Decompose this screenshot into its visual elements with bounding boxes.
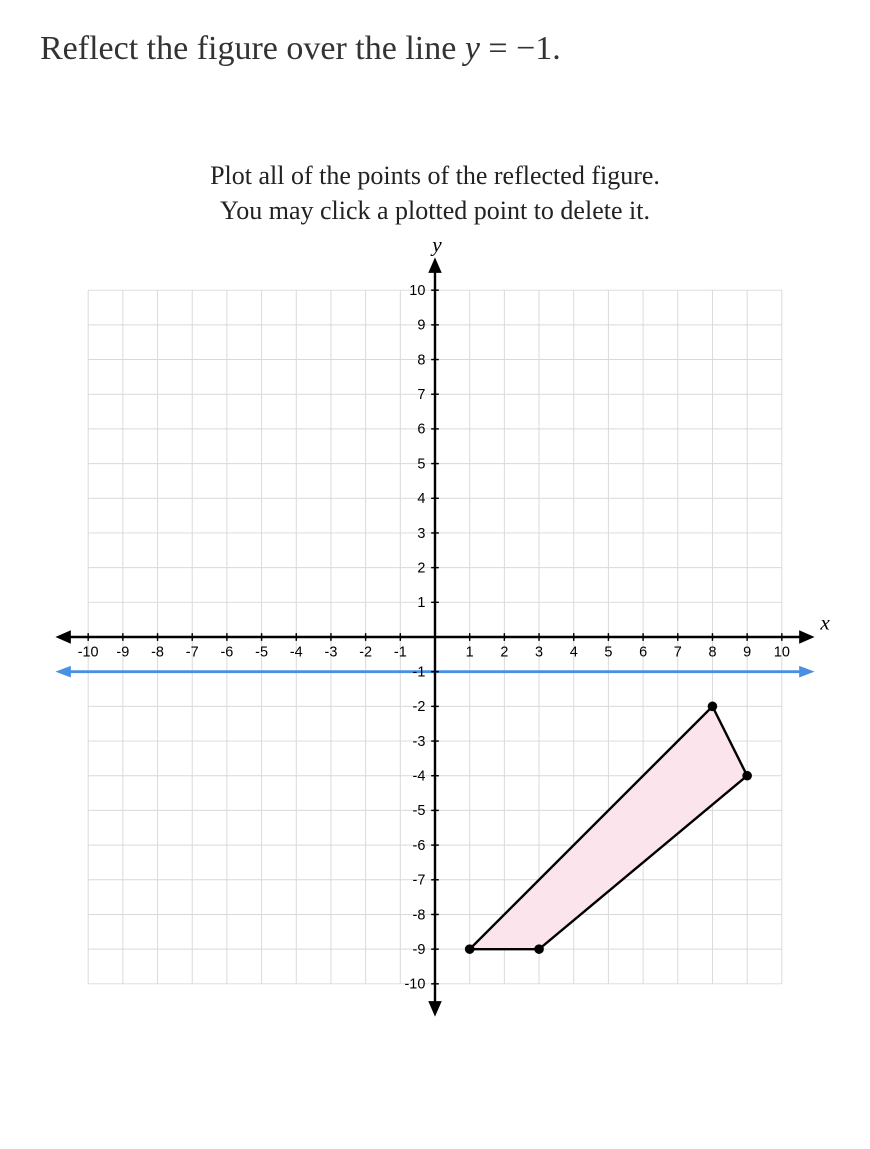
- y-tick-label: -3: [413, 734, 426, 750]
- y-tick-label: 7: [417, 387, 425, 403]
- y-tick-label: -4: [413, 769, 426, 785]
- chart-container: -10 -9 -8 -7 -6 -5 -4 -3 -2 -1 1 2 3 4 5 6 7 8 9 10 1 2 3 4 5 6 7 8…: [40, 242, 830, 1032]
- x-tick-label: -5: [255, 644, 268, 660]
- y-tick-label: -2: [413, 699, 426, 715]
- y-tick-label: -10: [404, 977, 425, 993]
- x-tick-label: -4: [290, 644, 303, 660]
- reflection-line-arrow-right: [799, 666, 814, 678]
- y-axis-label: y: [430, 242, 442, 257]
- x-tick-label: -1: [394, 644, 407, 660]
- heading-period: .: [552, 30, 561, 67]
- figure-vertex[interactable]: [708, 702, 718, 712]
- x-tick-label: 5: [604, 644, 612, 660]
- y-tick-label: -9: [413, 942, 426, 958]
- x-tick-label: 1: [466, 644, 474, 660]
- y-tick-label: 3: [417, 526, 425, 542]
- y-tick-label: 9: [417, 318, 425, 334]
- instructions: Plot all of the points of the reflected …: [40, 158, 830, 228]
- instructions-line-1: Plot all of the points of the reflected …: [40, 158, 830, 193]
- heading-var: y: [465, 30, 480, 67]
- y-axis-arrow-down: [428, 1001, 441, 1016]
- x-axis-arrow-right: [799, 630, 814, 643]
- y-tick-label: 4: [417, 491, 425, 507]
- x-tick-label: 7: [674, 644, 682, 660]
- heading-prefix: Reflect the figure over the line: [40, 30, 465, 67]
- heading-value: −1: [516, 30, 552, 67]
- x-tick-label: 4: [570, 644, 578, 660]
- heading-equals: =: [480, 30, 516, 67]
- y-tick-label: 5: [417, 457, 425, 473]
- figure-vertex[interactable]: [534, 945, 544, 955]
- y-tick-label: -7: [413, 873, 426, 889]
- y-tick-label: 10: [409, 283, 425, 299]
- figure-vertex[interactable]: [742, 771, 752, 781]
- y-tick-label: -6: [413, 838, 426, 854]
- x-tick-label: -3: [325, 644, 338, 660]
- y-tick-label: 2: [417, 561, 425, 577]
- x-tick-label: 3: [535, 644, 543, 660]
- x-tick-label: -7: [186, 644, 199, 660]
- y-tick-label: -5: [413, 803, 426, 819]
- x-tick-label: -2: [359, 644, 372, 660]
- y-tick-label: 8: [417, 353, 425, 369]
- x-tick-label: -6: [220, 644, 233, 660]
- instructions-line-2: You may click a plotted point to delete …: [40, 193, 830, 228]
- problem-heading: Reflect the figure over the line y = −1.: [40, 30, 830, 68]
- x-tick-label: -9: [116, 644, 129, 660]
- y-tick-label: 6: [417, 422, 425, 438]
- y-tick-label: -8: [413, 907, 426, 923]
- x-tick-label: 6: [639, 644, 647, 660]
- x-tick-label: 2: [500, 644, 508, 660]
- x-tick-label: -8: [151, 644, 164, 660]
- reflection-line-arrow-left: [55, 666, 70, 678]
- coordinate-grid[interactable]: -10 -9 -8 -7 -6 -5 -4 -3 -2 -1 1 2 3 4 5 6 7 8 9 10 1 2 3 4 5 6 7 8…: [40, 242, 830, 1032]
- x-tick-label: 9: [743, 644, 751, 660]
- x-axis-label: x: [819, 610, 830, 634]
- x-tick-label: -10: [78, 644, 99, 660]
- x-axis-arrow-left: [55, 630, 70, 643]
- x-tick-label: 8: [708, 644, 716, 660]
- figure-vertex[interactable]: [465, 945, 475, 955]
- y-tick-label: 1: [417, 595, 425, 611]
- x-tick-label: 10: [774, 644, 790, 660]
- y-axis-arrow-up: [428, 258, 441, 273]
- y-tick-label: -1: [413, 665, 426, 681]
